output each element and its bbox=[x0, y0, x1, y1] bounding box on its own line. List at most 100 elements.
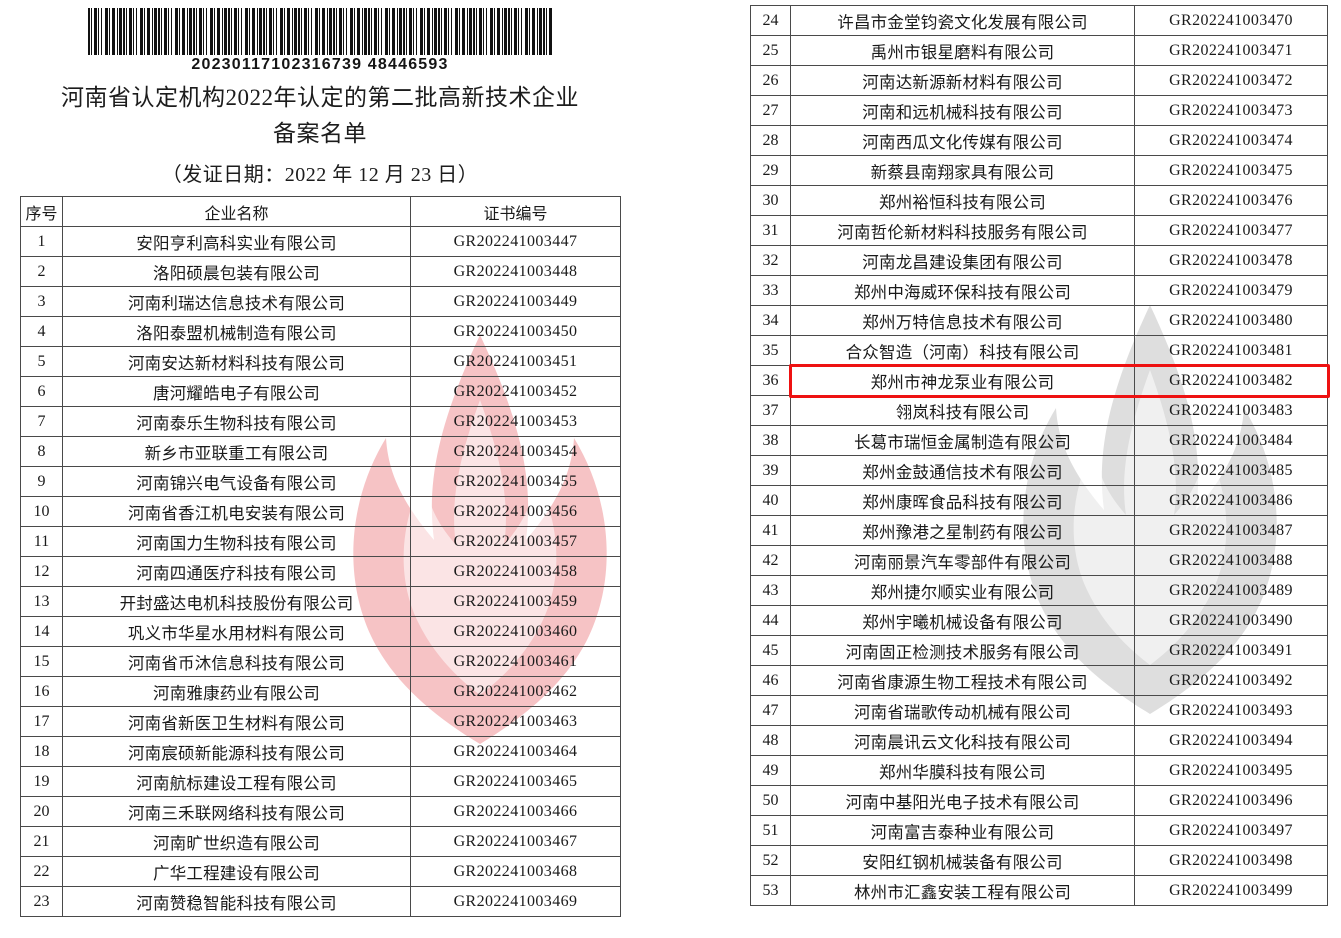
cell-index: 30 bbox=[750, 185, 791, 216]
cell-index: 14 bbox=[20, 616, 63, 647]
cell-certificate-number: GR202241003496 bbox=[1134, 785, 1328, 816]
cell-enterprise-name: 河南四通医疗科技有限公司 bbox=[62, 556, 411, 587]
cell-enterprise-name: 河南省香江机电安装有限公司 bbox=[62, 496, 411, 527]
cell-certificate-number: GR202241003489 bbox=[1134, 575, 1328, 606]
cell-certificate-number: GR202241003474 bbox=[1134, 125, 1328, 156]
table-row: 21 河南旷世织造有限公司 GR202241003467 bbox=[20, 826, 621, 857]
cell-certificate-number: GR202241003482 bbox=[1134, 365, 1328, 396]
table-row: 3 河南利瑞达信息技术有限公司 GR202241003449 bbox=[20, 286, 621, 317]
table-row: 15 河南省币沐信息科技有限公司 GR202241003461 bbox=[20, 646, 621, 677]
table-row: 31 河南哲伦新材料科技服务有限公司 GR202241003477 bbox=[750, 215, 1328, 246]
cell-enterprise-name: 河南龙昌建设集团有限公司 bbox=[790, 245, 1135, 276]
cell-certificate-number: GR202241003481 bbox=[1134, 335, 1328, 366]
cell-index: 32 bbox=[750, 245, 791, 276]
cell-index: 37 bbox=[750, 395, 791, 426]
cell-index: 52 bbox=[750, 845, 791, 876]
right-page-column: 24 许昌市金堂钧瓷文化发展有限公司 GR202241003470 25 禹州市银星磨料… bbox=[750, 5, 1328, 906]
cell-index: 49 bbox=[750, 755, 791, 786]
cell-certificate-number: GR202241003472 bbox=[1134, 65, 1328, 96]
table-row: 35 合众智造（河南）科技有限公司 GR202241003481 bbox=[750, 335, 1328, 366]
cell-certificate-number: GR202241003448 bbox=[410, 256, 621, 287]
cell-index: 48 bbox=[750, 725, 791, 756]
cell-certificate-number: GR202241003492 bbox=[1134, 665, 1328, 696]
cell-enterprise-name: 巩义市华星水用材料有限公司 bbox=[62, 616, 411, 647]
cell-enterprise-name: 河南宸硕新能源科技有限公司 bbox=[62, 736, 411, 767]
cell-index: 41 bbox=[750, 515, 791, 546]
cell-index: 44 bbox=[750, 605, 791, 636]
cell-index: 31 bbox=[750, 215, 791, 246]
table-row: 45 河南固正检测技术服务有限公司 GR202241003491 bbox=[750, 635, 1328, 666]
cell-enterprise-name: 广华工程建设有限公司 bbox=[62, 856, 411, 887]
cell-certificate-number: GR202241003494 bbox=[1134, 725, 1328, 756]
cell-index: 15 bbox=[20, 646, 63, 677]
table-row: 49 郑州华膜科技有限公司 GR202241003495 bbox=[750, 755, 1328, 786]
cell-enterprise-name: 河南国力生物科技有限公司 bbox=[62, 526, 411, 557]
cell-enterprise-name: 河南和远机械科技有限公司 bbox=[790, 95, 1135, 126]
cell-index: 51 bbox=[750, 815, 791, 846]
cell-enterprise-name: 河南达新源新材料有限公司 bbox=[790, 65, 1135, 96]
cell-certificate-number: GR202241003490 bbox=[1134, 605, 1328, 636]
cell-enterprise-name: 郑州市神龙泵业有限公司 bbox=[790, 365, 1135, 396]
cell-enterprise-name: 郑州华膜科技有限公司 bbox=[790, 755, 1135, 786]
table-row: 47 河南省瑞歌传动机械有限公司 GR202241003493 bbox=[750, 695, 1328, 726]
issue-date: （发证日期：2022 年 12 月 23 日） bbox=[161, 164, 479, 186]
cell-index: 35 bbox=[750, 335, 791, 366]
barcode-number: 20230117102316739 48446593 bbox=[191, 56, 449, 73]
cell-enterprise-name: 禹州市银星磨料有限公司 bbox=[790, 35, 1135, 66]
cell-index: 28 bbox=[750, 125, 791, 156]
cell-enterprise-name: 郑州康晖食品科技有限公司 bbox=[790, 485, 1135, 516]
cell-certificate-number: GR202241003447 bbox=[410, 226, 621, 257]
cell-certificate-number: GR202241003499 bbox=[1134, 875, 1328, 906]
cell-index: 11 bbox=[20, 526, 63, 557]
cell-certificate-number: GR202241003476 bbox=[1134, 185, 1328, 216]
table-row: 34 郑州万特信息技术有限公司 GR202241003480 bbox=[750, 305, 1328, 336]
column-header-cert: 证书编号 bbox=[410, 196, 621, 227]
cell-enterprise-name: 河南哲伦新材料科技服务有限公司 bbox=[790, 215, 1135, 246]
cell-enterprise-name: 河南泰乐生物科技有限公司 bbox=[62, 406, 411, 437]
cell-enterprise-name: 合众智造（河南）科技有限公司 bbox=[790, 335, 1135, 366]
cell-index: 39 bbox=[750, 455, 791, 486]
cell-enterprise-name: 安阳红钢机械装备有限公司 bbox=[790, 845, 1135, 876]
cell-certificate-number: GR202241003459 bbox=[410, 586, 621, 617]
cell-enterprise-name: 河南固正检测技术服务有限公司 bbox=[790, 635, 1135, 666]
cell-index: 25 bbox=[750, 35, 791, 66]
cell-index: 45 bbox=[750, 635, 791, 666]
page-title: 河南省认定机构2022年认定的第二批高新技术企业 备案名单 bbox=[20, 80, 620, 152]
table-row: 36 郑州市神龙泵业有限公司 GR202241003482 bbox=[750, 365, 1328, 396]
cell-index: 47 bbox=[750, 695, 791, 726]
table-row: 41 郑州豫港之星制药有限公司 GR202241003487 bbox=[750, 515, 1328, 546]
table-row: 26 河南达新源新材料有限公司 GR202241003472 bbox=[750, 65, 1328, 96]
cell-certificate-number: GR202241003462 bbox=[410, 676, 621, 707]
cell-enterprise-name: 河南旷世织造有限公司 bbox=[62, 826, 411, 857]
cell-index: 6 bbox=[20, 376, 63, 407]
cell-index: 24 bbox=[750, 5, 791, 36]
cell-certificate-number: GR202241003483 bbox=[1134, 395, 1328, 426]
cell-enterprise-name: 河南丽景汽车零部件有限公司 bbox=[790, 545, 1135, 576]
cell-index: 19 bbox=[20, 766, 63, 797]
cell-index: 3 bbox=[20, 286, 63, 317]
table-row: 6 唐河耀皓电子有限公司 GR202241003452 bbox=[20, 376, 621, 407]
cell-certificate-number: GR202241003465 bbox=[410, 766, 621, 797]
cell-index: 36 bbox=[750, 365, 791, 396]
table-row: 43 郑州捷尔顺实业有限公司 GR202241003489 bbox=[750, 575, 1328, 606]
cell-enterprise-name: 郑州中海威环保科技有限公司 bbox=[790, 275, 1135, 306]
cell-enterprise-name: 郑州豫港之星制药有限公司 bbox=[790, 515, 1135, 546]
cell-enterprise-name: 安阳亨利高科实业有限公司 bbox=[62, 226, 411, 257]
table-row: 19 河南航标建设工程有限公司 GR202241003465 bbox=[20, 766, 621, 797]
cell-enterprise-name: 新蔡县南翔家具有限公司 bbox=[790, 155, 1135, 186]
cell-certificate-number: GR202241003493 bbox=[1134, 695, 1328, 726]
cell-index: 42 bbox=[750, 545, 791, 576]
cell-certificate-number: GR202241003469 bbox=[410, 886, 621, 917]
cell-enterprise-name: 河南省瑞歌传动机械有限公司 bbox=[790, 695, 1135, 726]
table-row: 7 河南泰乐生物科技有限公司 GR202241003453 bbox=[20, 406, 621, 437]
cell-index: 18 bbox=[20, 736, 63, 767]
cell-enterprise-name: 唐河耀皓电子有限公司 bbox=[62, 376, 411, 407]
cell-index: 34 bbox=[750, 305, 791, 336]
cell-certificate-number: GR202241003466 bbox=[410, 796, 621, 827]
table-row: 48 河南晨讯云文化科技有限公司 GR202241003494 bbox=[750, 725, 1328, 756]
cell-enterprise-name: 河南西瓜文化传媒有限公司 bbox=[790, 125, 1135, 156]
cell-index: 38 bbox=[750, 425, 791, 456]
cell-index: 23 bbox=[20, 886, 63, 917]
cell-certificate-number: GR202241003488 bbox=[1134, 545, 1328, 576]
cell-certificate-number: GR202241003497 bbox=[1134, 815, 1328, 846]
